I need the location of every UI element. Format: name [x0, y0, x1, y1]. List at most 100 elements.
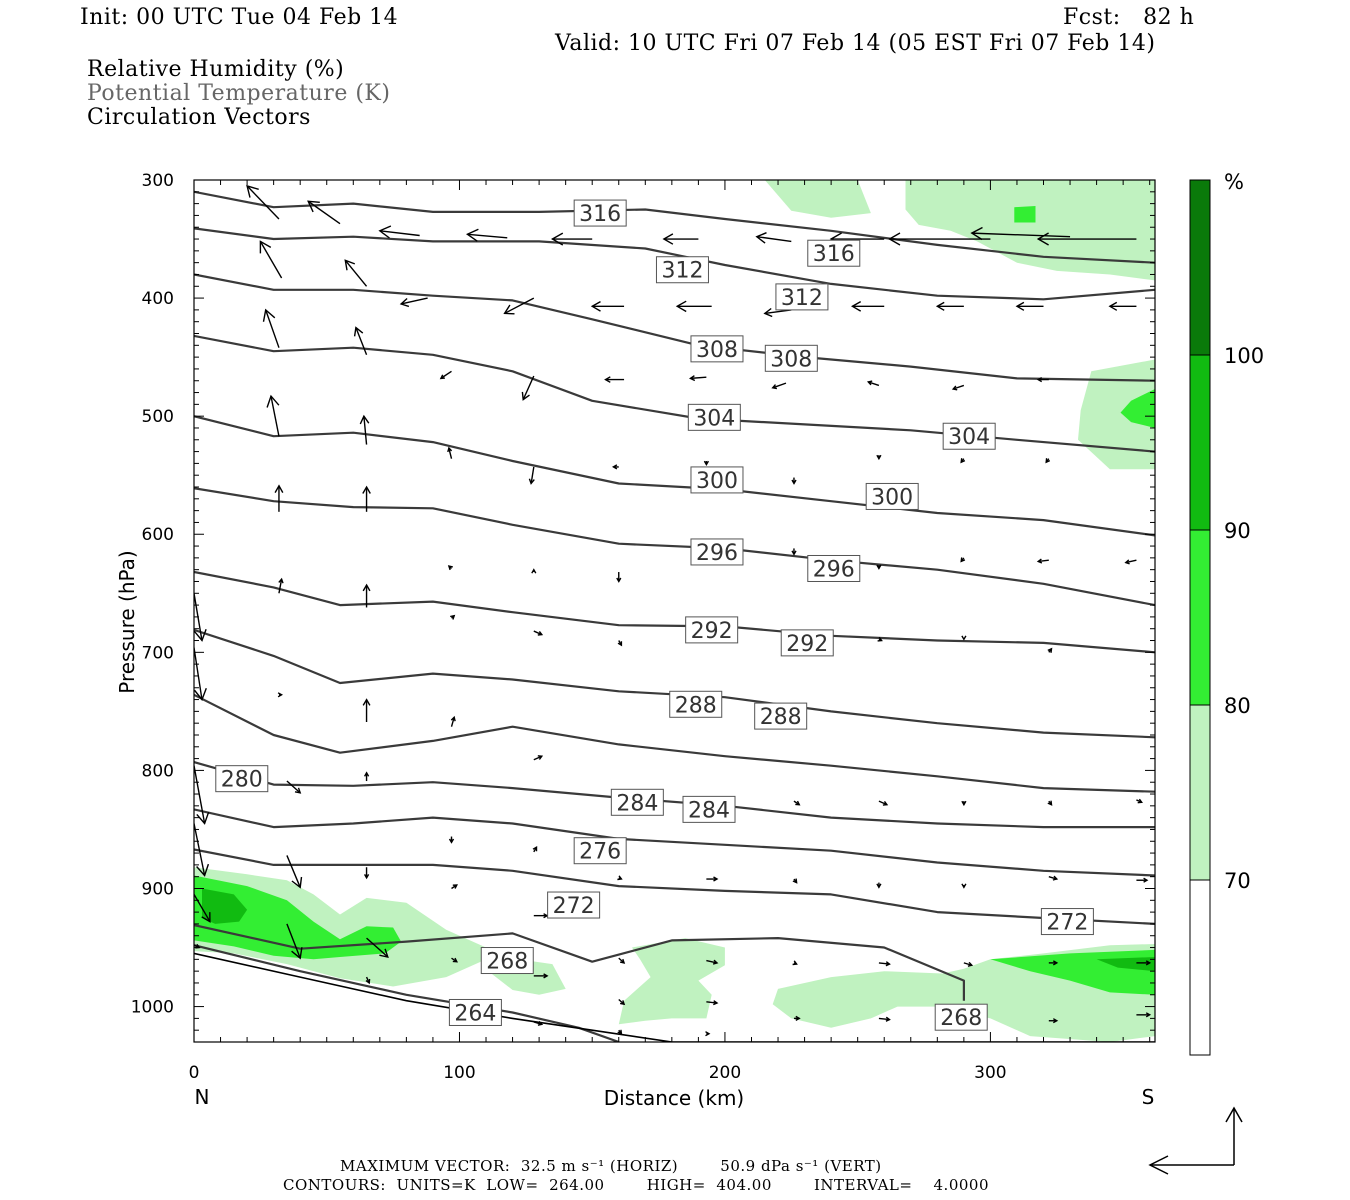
vector-head — [713, 876, 719, 882]
contour-label: 296 — [807, 554, 861, 582]
vector-head — [262, 308, 276, 322]
vector-arrow — [277, 692, 284, 698]
vector-shaft — [194, 823, 206, 876]
contour-label: 264 — [448, 998, 502, 1026]
vector-head — [447, 446, 453, 453]
vector-arrow — [1036, 376, 1049, 383]
vector-arrow — [791, 548, 797, 556]
vector-arrow — [528, 466, 535, 485]
vector-head — [543, 973, 549, 979]
contour-label: 268 — [480, 947, 534, 975]
vector-arrow — [951, 384, 965, 391]
colorbar-label: 70 — [1224, 869, 1251, 893]
vector-head — [882, 800, 889, 806]
vector-arrow — [688, 375, 707, 382]
vector-arrow — [617, 640, 623, 647]
vector-head — [521, 391, 530, 401]
vector-arrow — [286, 855, 303, 889]
contour-label-text: 304 — [948, 425, 990, 450]
vector-head — [363, 874, 370, 880]
vector-arrow — [675, 300, 712, 313]
vector-arrow — [935, 301, 964, 311]
contour-label: 296 — [690, 538, 744, 566]
vector-arrow — [365, 976, 371, 985]
vector-head — [294, 787, 302, 794]
vector-head — [967, 961, 974, 967]
vector-head — [876, 564, 882, 570]
vector-shaft — [504, 297, 535, 315]
contour-label-text: 268 — [940, 1006, 982, 1031]
vector-arrow — [960, 458, 966, 464]
contour-label: 284 — [610, 788, 664, 816]
vector-arrow — [366, 937, 389, 958]
vector-head — [246, 184, 259, 198]
contour-label-text: 292 — [691, 619, 733, 644]
vector-shaft — [379, 230, 420, 237]
contour-labels: 316 316 312 312 308 308 304 304 300 300 296 296 292 2… — [215, 199, 1094, 1031]
vector-arrow — [866, 380, 880, 387]
vector-head — [359, 414, 370, 425]
valid-time: Valid: 10 UTC Fri 07 Feb 14 (05 EST Fri … — [555, 31, 1156, 56]
contour-label-text: 300 — [696, 469, 738, 494]
contour-label-text: 272 — [553, 894, 595, 919]
x-tick-label: 200 — [709, 1063, 741, 1083]
vector-arrow — [877, 636, 883, 642]
vector-head — [662, 233, 674, 245]
contour-label-box — [480, 947, 534, 975]
vector-arrow — [194, 823, 210, 877]
axes: 300 400 500 600 700 800 900 1000 0 100 200 300 — [131, 171, 1155, 1083]
theta-contour-284 — [194, 693, 1155, 793]
vector-arrow — [850, 300, 885, 312]
vector-head — [675, 300, 687, 313]
vector-arrow — [194, 894, 211, 923]
vector-arrow — [961, 883, 967, 889]
vector-shaft — [270, 395, 280, 437]
vector-arrow — [307, 200, 341, 225]
contour-label: 308 — [764, 344, 818, 372]
vector-shaft — [878, 962, 890, 965]
vector-head — [1052, 960, 1059, 966]
plot-frame — [193, 179, 1156, 1043]
vector-arrow — [1036, 558, 1049, 564]
vector-shaft — [194, 647, 203, 700]
vector-arrow — [550, 232, 593, 246]
vector-shaft — [400, 297, 428, 305]
vector-head — [196, 811, 210, 825]
vector-head — [259, 240, 272, 254]
field-theta: Potential Temperature (K) — [87, 81, 391, 106]
vector-shaft — [286, 855, 301, 888]
vector-head — [452, 957, 458, 963]
contour-label: 292 — [780, 629, 834, 657]
vector-arrow — [246, 184, 280, 220]
contour-label-box — [685, 616, 739, 644]
contour-label-box — [1040, 908, 1094, 936]
vector-head — [194, 688, 207, 701]
contour-label-text: 284 — [688, 798, 730, 823]
contour-label: 304 — [687, 403, 741, 431]
vector-arrow — [399, 297, 428, 308]
rh-region-10 — [1014, 206, 1036, 223]
vector-arrow — [876, 454, 882, 461]
vector-arrow — [618, 998, 626, 1006]
vector-head — [465, 228, 479, 242]
vector-arrow — [755, 232, 792, 244]
vector-arrow — [970, 226, 1071, 241]
contour-label-box — [448, 998, 502, 1026]
vector-arrow — [1047, 647, 1053, 653]
vector-arrow — [791, 477, 797, 485]
theta-contour-268 — [194, 924, 966, 1001]
vector-head — [1036, 558, 1043, 564]
vector-arrow — [617, 1029, 623, 1035]
vector-arrow — [1136, 1012, 1152, 1018]
contour-label-box — [215, 765, 269, 793]
contour-label: 308 — [690, 335, 744, 363]
vector-head — [450, 715, 456, 722]
vector-arrow — [876, 564, 882, 570]
contour-label-box — [687, 403, 741, 431]
vector-shaft — [1038, 559, 1049, 563]
contour-label-box — [865, 482, 919, 510]
x-end-south: S — [1142, 1085, 1155, 1109]
vector-head — [1145, 960, 1152, 966]
vector-head — [885, 1016, 891, 1022]
contour-label-text: 284 — [616, 791, 658, 816]
